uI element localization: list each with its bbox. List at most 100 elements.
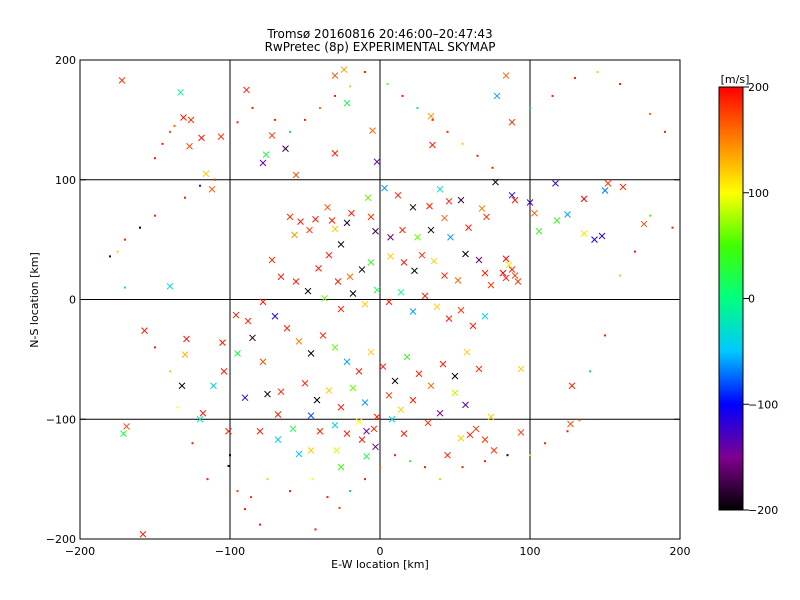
data-point-dot	[574, 76, 576, 79]
data-point-cross	[552, 179, 559, 187]
data-point-cross	[331, 150, 339, 157]
data-point-cross	[337, 305, 345, 313]
data-point-cross	[337, 241, 345, 248]
data-point-cross	[307, 447, 315, 454]
data-point-cross	[349, 290, 357, 297]
data-point-cross	[301, 379, 309, 387]
data-point-cross	[358, 436, 366, 443]
data-point-cross	[478, 205, 486, 212]
data-point-cross	[457, 435, 465, 442]
data-point-cross	[183, 335, 190, 343]
data-point-cross	[517, 365, 525, 373]
y-tick-label: −200	[46, 533, 76, 546]
data-point-cross	[568, 382, 576, 390]
data-points	[109, 66, 674, 538]
data-point-cross	[445, 315, 453, 323]
data-point-dot	[589, 370, 591, 373]
plot-area: −200 −100 0 100 200 −200 −100 0 100 200	[46, 54, 691, 558]
data-point-cross	[244, 317, 252, 325]
data-point-cross	[355, 367, 363, 375]
data-point-cross	[118, 77, 126, 84]
data-point-cross	[370, 425, 378, 433]
data-point-dot	[259, 523, 261, 526]
data-point-cross	[433, 303, 441, 311]
data-point-cross	[481, 312, 489, 320]
data-point-dot	[338, 506, 341, 509]
data-point-cross	[343, 430, 351, 437]
data-point-cross	[429, 141, 436, 149]
data-point-cross	[262, 151, 270, 158]
data-point-cross	[331, 225, 339, 233]
data-point-dot	[529, 106, 531, 109]
data-point-cross	[271, 312, 279, 320]
data-point-dot	[184, 196, 186, 199]
data-point-dot	[116, 250, 119, 253]
data-point-dot	[649, 112, 651, 115]
data-point-dot	[214, 178, 216, 181]
data-point-cross	[268, 256, 276, 264]
data-point-dot	[334, 94, 336, 97]
data-point-dot	[578, 419, 581, 422]
data-point-dot	[664, 130, 666, 133]
data-point-cross	[291, 231, 298, 239]
data-point-dot	[364, 70, 366, 73]
x-tick-label: 0	[377, 545, 384, 558]
data-point-dot	[349, 490, 351, 493]
colorbar: [m/s] −200 −100 0 100 200	[718, 73, 778, 517]
data-point-cross	[454, 276, 462, 284]
data-point-dot	[596, 70, 599, 73]
data-point-cross	[220, 367, 228, 375]
data-point-dot	[311, 478, 314, 481]
data-point-cross	[277, 388, 285, 396]
data-point-dot	[619, 274, 621, 277]
data-point-cross	[306, 226, 313, 234]
data-point-cross	[619, 183, 627, 191]
data-point-cross	[381, 184, 388, 192]
data-point-cross	[508, 191, 516, 199]
data-point-cross	[331, 421, 339, 429]
data-point-dot	[250, 496, 252, 499]
data-point-dot	[266, 478, 269, 481]
data-point-dot	[161, 142, 164, 145]
data-point-cross	[367, 213, 375, 221]
data-point-dot	[154, 157, 156, 160]
data-point-cross	[361, 399, 369, 406]
data-point-dot	[529, 454, 531, 457]
data-point-cross	[436, 185, 444, 193]
data-point-dot	[364, 478, 366, 481]
data-point-dot	[169, 370, 171, 373]
data-point-dot	[124, 238, 126, 241]
colorbar-label: [m/s]	[721, 73, 750, 86]
data-point-cross	[421, 292, 429, 300]
data-point-dot	[476, 154, 479, 157]
data-point-cross	[441, 214, 448, 222]
data-point-cross	[373, 158, 381, 166]
data-point-cross	[331, 344, 339, 351]
data-point-cross	[316, 427, 324, 435]
x-axis-label: E-W location [km]	[331, 558, 429, 571]
data-point-cross	[411, 267, 418, 275]
data-point-cross	[511, 272, 519, 279]
data-point-cross	[372, 227, 379, 235]
data-point-cross	[457, 196, 465, 204]
data-point-dot	[446, 130, 449, 133]
data-point-cross	[475, 256, 483, 264]
data-point-cross	[414, 233, 421, 241]
data-point-cross	[379, 363, 387, 370]
data-point-cross	[426, 202, 433, 210]
data-point-cross	[139, 530, 147, 538]
data-point-cross	[289, 425, 297, 433]
x-tick-label: −200	[65, 545, 95, 558]
chart-subtitle: RwPretec (8p) EXPERIMENTAL SKYMAP	[265, 40, 496, 54]
data-point-cross	[313, 396, 321, 404]
data-point-cross	[487, 281, 495, 289]
data-point-dot	[139, 226, 141, 229]
data-point-dot	[671, 226, 674, 229]
data-point-dot	[229, 454, 231, 457]
data-point-cross	[259, 159, 267, 167]
data-point-cross	[409, 396, 417, 404]
data-point-cross	[580, 230, 588, 237]
data-point-cross	[502, 274, 510, 282]
data-point-cross	[604, 179, 612, 187]
data-point-cross	[307, 350, 315, 357]
